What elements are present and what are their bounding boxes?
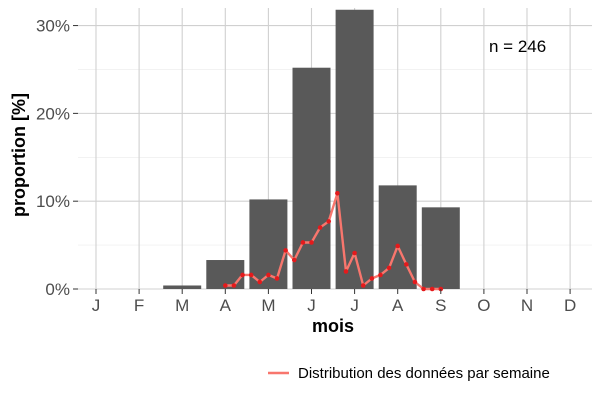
weekly-point-19 <box>386 265 392 271</box>
x-tick-label: S <box>435 296 446 315</box>
weekly-line <box>223 190 444 292</box>
sample-size-annotation: n = 246 <box>489 37 546 56</box>
weekly-point-16 <box>360 283 366 288</box>
legend: Distribution des données par semaine <box>268 365 550 382</box>
x-tick-label: A <box>392 296 404 315</box>
weekly-point-7 <box>283 248 288 253</box>
x-tick-label: O <box>477 296 490 315</box>
x-tick-label: F <box>134 296 144 315</box>
x-tick-label: J <box>92 296 101 315</box>
axes: 0% 10% 20% 30% J F M A M J J A S O N D <box>36 17 576 315</box>
x-tick-label: M <box>261 296 275 315</box>
weekly-point-2 <box>240 272 245 278</box>
x-tick-label: J <box>307 296 316 315</box>
y-tick-label: 10% <box>36 192 70 211</box>
weekly-point-12 <box>326 219 332 224</box>
weekly-point-6 <box>274 276 280 281</box>
weekly-point-20 <box>395 243 401 249</box>
y-axis-title: proportion [%] <box>9 93 29 217</box>
weekly-point-4 <box>257 279 263 285</box>
weekly-point-3 <box>248 272 254 278</box>
weekly-point-9 <box>300 240 306 245</box>
x-tick-label: M <box>175 296 189 315</box>
x-axis-title: mois <box>312 316 354 336</box>
y-tick-label: 0% <box>45 280 70 299</box>
bar-8 <box>421 207 460 289</box>
legend-label: Distribution des données par semaine <box>298 365 550 382</box>
weekly-point-22 <box>412 279 418 285</box>
weekly-point-11 <box>317 225 323 230</box>
weekly-point-8 <box>291 257 297 263</box>
bar-2 <box>163 285 202 289</box>
weekly-point-21 <box>404 262 409 267</box>
weekly-point-15 <box>352 250 357 256</box>
weekly-point-24 <box>429 286 435 292</box>
weekly-point-0 <box>223 283 228 288</box>
weekly-point-17 <box>369 276 375 281</box>
bar-6 <box>335 9 374 289</box>
bar-5 <box>292 67 331 290</box>
x-tick-label: A <box>220 296 232 315</box>
weekly-point-1 <box>231 283 237 288</box>
y-tick-label: 20% <box>36 104 70 123</box>
x-tick-label: D <box>564 296 576 315</box>
weekly-point-14 <box>343 269 349 274</box>
weekly-point-5 <box>266 272 271 278</box>
weekly-point-23 <box>421 286 426 292</box>
weekly-point-13 <box>335 190 340 196</box>
weekly-point-10 <box>309 240 314 245</box>
weekly-point-18 <box>378 272 383 278</box>
x-tick-label: N <box>521 296 533 315</box>
x-tick-label: J <box>350 296 359 315</box>
y-tick-label: 30% <box>36 17 70 36</box>
